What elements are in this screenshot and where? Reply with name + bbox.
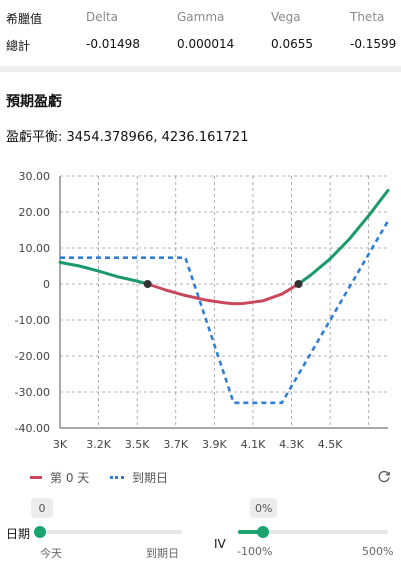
x-tick-label: 3.5K	[125, 438, 150, 451]
greeks-header-delta: Delta	[86, 10, 119, 24]
breakeven-point	[143, 280, 152, 288]
iv-slider-thumb[interactable]	[257, 526, 269, 538]
today-line-swatch	[30, 476, 42, 479]
iv-slider-value: 0%	[250, 498, 278, 518]
date-slider-label: 日期	[6, 527, 31, 541]
iv-slider-label: IV	[214, 537, 226, 551]
greeks-value-vega: 0.0655	[271, 37, 313, 51]
x-tick-label: 3.2K	[86, 438, 111, 451]
y-tick-label: 0	[43, 278, 50, 291]
series-line-today-profit-right	[297, 188, 390, 286]
date-slider-max-label: 到期日	[146, 547, 179, 560]
series-line-today-profit-left	[58, 260, 150, 286]
section-divider	[0, 66, 401, 72]
greeks-row-label: 總計	[6, 39, 31, 53]
x-tick-label: 3.9K	[202, 438, 227, 451]
iv-slider-max-label: 500%	[362, 545, 394, 558]
y-tick-label: 20.00	[19, 206, 51, 219]
x-tick-label: 3K	[53, 438, 68, 451]
greeks-header-gamma: Gamma	[177, 10, 225, 24]
pnl-section-title: 預期盈虧	[6, 94, 62, 110]
breakeven-point	[294, 280, 303, 288]
greeks-value-theta: -0.1599	[350, 37, 397, 51]
x-tick-label: 4.5K	[318, 438, 343, 451]
x-tick-label: 4.3K	[279, 438, 304, 451]
y-tick-label: 10.00	[19, 242, 51, 255]
y-tick-label: -40.00	[15, 422, 50, 435]
y-tick-label: -30.00	[15, 386, 50, 399]
iv-slider-fill	[238, 530, 263, 534]
greeks-header-vega: Vega	[271, 10, 301, 24]
refresh-icon[interactable]	[377, 470, 391, 488]
legend-label-expiry: 到期日	[132, 471, 169, 485]
date-slider-value: 0	[31, 498, 53, 518]
legend-item-today[interactable]: 第 0 天	[30, 469, 89, 486]
iv-slider-track[interactable]	[238, 530, 388, 534]
greeks-header-theta: Theta	[350, 10, 385, 24]
date-slider-min-label: 今天	[40, 547, 62, 560]
greeks-value-delta: -0.01498	[86, 37, 140, 51]
series-line-expiry	[60, 220, 390, 405]
x-tick-label: 4.1K	[241, 438, 266, 451]
legend-item-expiry[interactable]: 到期日	[110, 469, 168, 486]
greeks-table: 希臘值 Delta Gamma Vega Theta 總計 -0.01498 0…	[0, 0, 401, 62]
y-tick-label: 30.00	[19, 170, 51, 183]
x-tick-label: 3.7K	[163, 438, 188, 451]
pnl-chart: 30.00 20.00 10.00 0 -10.00 -20.00 -30.00 -40.00…	[15, 170, 390, 451]
iv-slider-min-label: -100%	[237, 545, 273, 558]
greeks-header-label: 希臘值	[6, 12, 43, 26]
date-slider-track[interactable]	[40, 530, 182, 534]
series-line-today-loss	[146, 282, 301, 306]
expiry-line-swatch	[110, 476, 124, 479]
date-slider-thumb[interactable]	[34, 526, 46, 538]
greeks-value-gamma: 0.000014	[177, 37, 235, 51]
y-tick-label: -20.00	[15, 350, 50, 363]
y-tick-label: -10.00	[15, 314, 50, 327]
breakeven-text: 盈虧平衡: 3454.378966, 4236.161721	[6, 130, 249, 145]
legend-label-today: 第 0 天	[50, 471, 90, 485]
